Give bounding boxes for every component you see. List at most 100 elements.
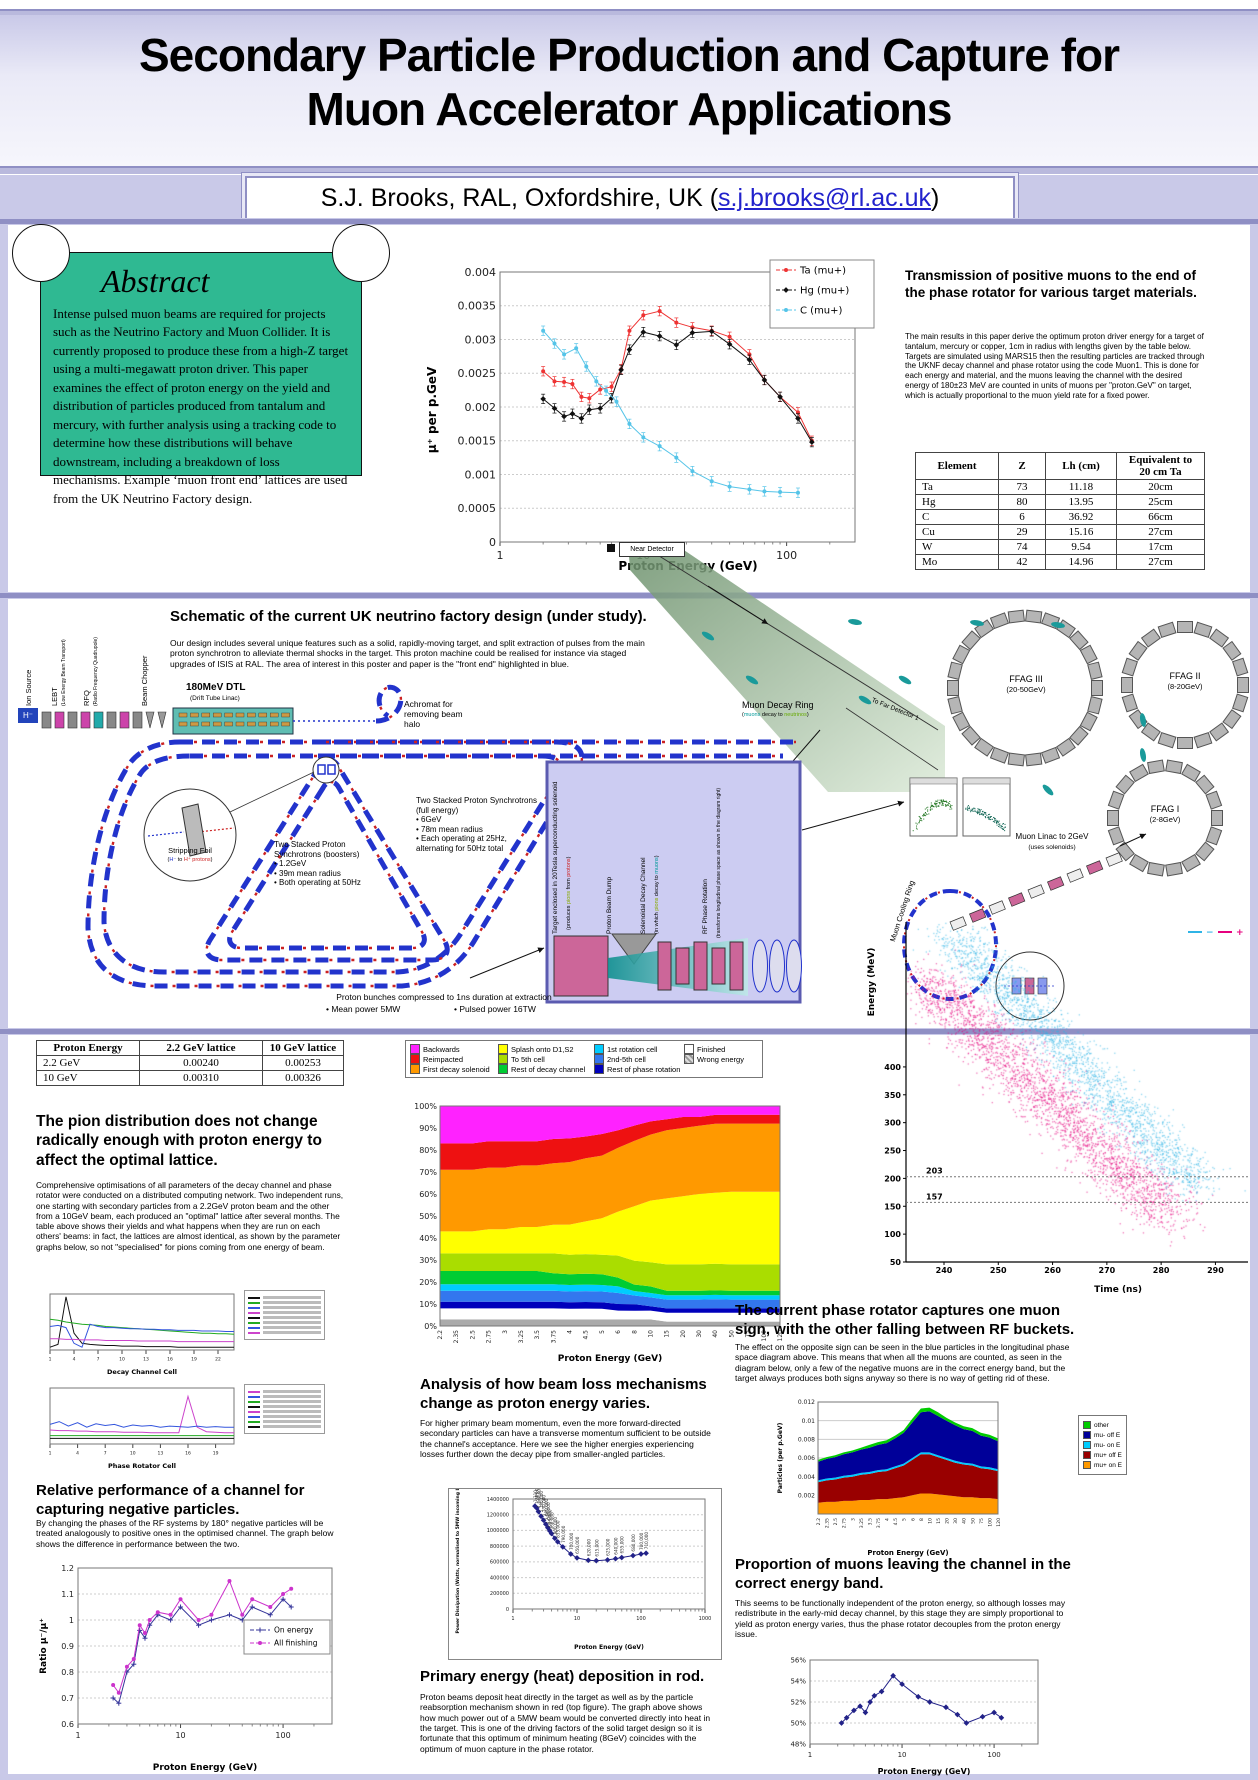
- ffag3-label: FFAG III (20-50GeV): [1006, 674, 1046, 694]
- ion-source-label: Ion Source: [24, 669, 33, 706]
- label-segment: (in which: [654, 910, 660, 934]
- svg-text:Time (ns): Time (ns): [1094, 1285, 1142, 1295]
- svg-text:6: 6: [910, 1518, 916, 1521]
- svg-text:0: 0: [506, 1607, 509, 1613]
- svg-text:0.004: 0.004: [798, 1474, 815, 1481]
- dtl-sub-label: (Drift Tube Linac): [190, 695, 240, 702]
- label-segment: decay to: [760, 712, 785, 718]
- svg-text:240: 240: [936, 1266, 953, 1275]
- loss-mechanism-chart: 0% 10% 20% 30% 40% 50% 60% 70% 80% 90% 100% 2.2 2.35…: [385, 1098, 805, 1368]
- svg-text:1: 1: [69, 1616, 74, 1625]
- svg-text:Proton Energy (GeV): Proton Energy (GeV): [867, 1549, 948, 1557]
- rfq-label: RFQ: [82, 690, 91, 706]
- svg-text:0.01: 0.01: [802, 1418, 816, 1425]
- svg-text:2.5: 2.5: [469, 1330, 476, 1340]
- block-bullet: • 1.2GeV: [274, 859, 307, 869]
- table-cell: 27cm: [1116, 524, 1205, 540]
- svg-text:90%: 90%: [419, 1124, 437, 1133]
- svg-text:2.5: 2.5: [833, 1518, 839, 1525]
- svg-text:300: 300: [884, 1119, 901, 1128]
- abstract-scoop-left: [12, 224, 70, 282]
- svg-text:19: 19: [191, 1357, 197, 1363]
- paramB-plot: 1 4 7 10 13 16 19 Phase Rotator Cell: [49, 1387, 235, 1470]
- svg-text:50: 50: [970, 1518, 976, 1524]
- svg-text:995,000: 995,000: [548, 1509, 553, 1527]
- pion-distribution-body: Comprehensive optimisations of all param…: [36, 1180, 344, 1252]
- svg-text:2.75: 2.75: [842, 1518, 848, 1528]
- svg-text:Energy (MeV): Energy (MeV): [867, 948, 877, 1017]
- series-paramB-0: [49, 1394, 234, 1434]
- svg-text:Ratio μ⁻/μ⁺: Ratio μ⁻/μ⁺: [39, 1618, 49, 1674]
- svg-text:0.0035: 0.0035: [458, 300, 497, 313]
- svg-text:5: 5: [902, 1518, 908, 1521]
- series-paramA-1: [49, 1318, 235, 1335]
- svg-text:10: 10: [927, 1518, 933, 1524]
- label-segment: ): [806, 712, 809, 718]
- label-segment: (produces: [566, 904, 572, 930]
- svg-text:4: 4: [567, 1330, 574, 1334]
- negative-capture-headline: Relative performance of a channel for ca…: [36, 1482, 305, 1518]
- author-text: S.J. Brooks, RAL, Oxfordshire, UK (: [320, 184, 719, 212]
- svg-text:3: 3: [502, 1330, 509, 1334]
- email-link[interactable]: s.j.brooks@rl.ac.uk: [718, 184, 931, 212]
- legend-item: mu+ on E: [1083, 1461, 1122, 1469]
- full-energy-label: Two Stacked Proton Synchrotrons (full en…: [416, 796, 540, 854]
- svg-text:4.5: 4.5: [583, 1330, 590, 1340]
- series-paramA-3: [50, 1338, 234, 1343]
- heat-plot: 0 200000 400000 600000 800000 1000000 1200000 1…: [455, 1489, 711, 1651]
- band-Backwards: [440, 1106, 780, 1144]
- svg-text:16: 16: [167, 1357, 173, 1363]
- svg-text:1: 1: [49, 1451, 52, 1457]
- svg-text:0.002: 0.002: [798, 1492, 815, 1499]
- muon-yield-chart: 0 0.0005 0.001 0.0015 0.002 0.0025 0.003 0.0035…: [388, 230, 878, 580]
- bunches-label: Proton bunches compressed to 1ns duratio…: [336, 992, 552, 1002]
- svg-text:20%: 20%: [419, 1278, 437, 1287]
- table-cell: 0.00310: [139, 1070, 263, 1086]
- svg-text:Decay Channel Cell: Decay Channel Cell: [107, 1368, 177, 1376]
- yield-plot: 0 0.0005 0.001 0.0015 0.002 0.0025 0.003 0.0035…: [425, 259, 875, 573]
- series-On energy: [110, 1596, 294, 1706]
- table-row: Cu 29 15.16 27cm: [915, 524, 1205, 540]
- svg-text:Power Dissipation (Watts, norm: Power Dissipation (Watts, normalised to …: [455, 1489, 461, 1634]
- header-cell: 2.2 GeV lattice: [139, 1040, 263, 1056]
- svg-text:C (mu+): C (mu+): [800, 306, 843, 317]
- table-cell: 0.00240: [139, 1055, 263, 1071]
- lebt-label: LEBT: [50, 687, 59, 706]
- scatter-points-canvas: [906, 922, 1248, 1262]
- svg-text:10: 10: [647, 1330, 654, 1338]
- svg-text:680,000: 680,000: [631, 1534, 636, 1552]
- svg-text:3.25: 3.25: [859, 1518, 865, 1528]
- author-bar: S.J. Brooks, RAL, Oxfordshire, UK (s.j.b…: [245, 176, 1015, 220]
- block-title: Two Stacked Proton Synchrotrons (full en…: [416, 796, 537, 815]
- table-row: C 6 36.92 66cm: [915, 509, 1205, 525]
- table-cell: 0.00326: [262, 1070, 344, 1086]
- header-cell: Proton Energy: [36, 1040, 140, 1056]
- divider-1: [0, 218, 1258, 225]
- label-segment: neutrinos: [784, 712, 807, 718]
- label-segment: ): [566, 856, 572, 859]
- block-bullet: • 6GeV: [416, 815, 442, 825]
- table-cell: 13.95: [1045, 494, 1117, 510]
- svg-text:250: 250: [990, 1266, 1007, 1275]
- svg-text:290: 290: [1207, 1266, 1224, 1275]
- label-segment: from: [566, 876, 572, 891]
- svg-text:8: 8: [919, 1518, 925, 1521]
- svg-text:203: 203: [926, 1167, 943, 1176]
- svg-text:19: 19: [213, 1451, 219, 1457]
- svg-text:30: 30: [696, 1330, 703, 1338]
- svg-text:0.012: 0.012: [798, 1399, 815, 1406]
- svg-text:700,000: 700,000: [569, 1532, 574, 1550]
- top-strip: [0, 0, 1258, 9]
- svg-text:22: 22: [215, 1357, 221, 1363]
- svg-text:200000: 200000: [490, 1591, 509, 1597]
- label-segment: to: [176, 857, 184, 863]
- header-cell: 10 GeV lattice: [262, 1040, 344, 1056]
- svg-text:50: 50: [728, 1330, 735, 1338]
- svg-text:600000: 600000: [490, 1560, 509, 1566]
- ffag-ring: [1107, 759, 1223, 877]
- label-segment: ): [654, 855, 660, 858]
- loss-analysis-headline: Analysis of how beam loss mechanisms cha…: [420, 1376, 707, 1412]
- svg-text:157: 157: [926, 1192, 943, 1201]
- label-segment: ): [210, 857, 213, 863]
- svg-text:1.2: 1.2: [61, 1564, 74, 1573]
